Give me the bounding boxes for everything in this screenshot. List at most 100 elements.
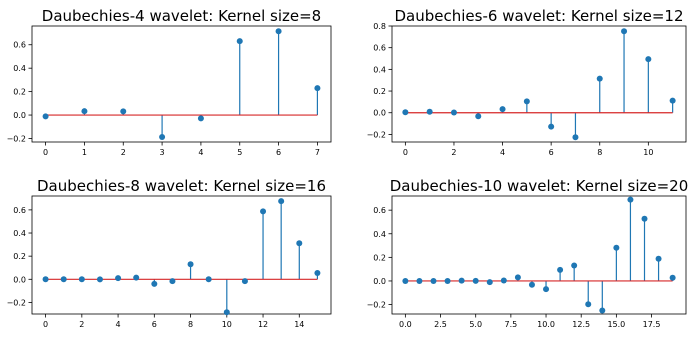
stem-marker	[585, 301, 592, 308]
x-tick-label: 17.5	[643, 320, 661, 329]
stem-marker	[500, 277, 507, 284]
chart-title: Daubechies-8 wavelet: Kernel size=16	[37, 177, 326, 195]
plot-frame	[31, 195, 332, 315]
x-tick-label: 7	[315, 148, 320, 157]
x-tick-label: 2	[79, 320, 84, 329]
y-tick-label: 0.4	[373, 230, 386, 239]
x-tick-label: 10	[222, 320, 232, 329]
x-tick-label: 6	[549, 148, 554, 157]
stem-marker	[543, 286, 550, 293]
stem-marker	[120, 108, 127, 115]
stem-marker	[260, 208, 267, 215]
stem-marker	[81, 108, 88, 115]
stem-marker	[486, 279, 493, 286]
y-tick-label: 0.0	[13, 275, 26, 284]
stem-marker	[278, 198, 285, 205]
stem-marker	[523, 98, 530, 105]
stem-marker	[314, 85, 321, 92]
x-tick-label: 5	[237, 148, 242, 157]
y-tick-label: 0.6	[13, 41, 26, 50]
y-tick-label: 0.2	[373, 87, 386, 96]
y-tick-label: 0.4	[13, 229, 26, 238]
stem-marker	[96, 276, 103, 283]
stem-marker	[450, 109, 457, 116]
subplot-4: Daubechies-10 wavelet: Kernel size=20 −0.…	[367, 177, 688, 329]
stem-marker	[115, 275, 122, 282]
x-tick-label: 8	[597, 148, 602, 157]
x-tick-label: 3	[160, 148, 165, 157]
chart-title: Daubechies-10 wavelet: Kernel size=20	[390, 177, 688, 195]
y-tick-label: 0.6	[13, 206, 26, 215]
stem-marker	[197, 115, 204, 122]
x-tick-label: 12.5	[572, 320, 590, 329]
stem-marker	[645, 56, 652, 63]
stem-marker	[275, 28, 282, 35]
y-tick-label: 0.8	[373, 22, 386, 31]
stem-marker	[426, 108, 433, 115]
stem-marker	[528, 281, 535, 288]
stem-marker	[416, 277, 423, 284]
stem-marker	[499, 106, 506, 113]
y-tick-label: 0.6	[373, 206, 386, 215]
y-tick-label: 0.2	[13, 252, 26, 261]
y-tick-label: 0.2	[13, 88, 26, 97]
x-tick-label: 6	[276, 148, 281, 157]
x-tick-label: 6	[152, 320, 157, 329]
plot-frame	[391, 25, 687, 143]
stem-marker	[621, 28, 628, 35]
stem-marker	[241, 278, 248, 285]
stem-marker	[571, 262, 578, 269]
y-tick-label: 0.2	[373, 253, 386, 262]
chart-title: Daubechies-4 wavelet: Kernel size=8	[42, 7, 321, 25]
x-tick-label: 4	[198, 148, 203, 157]
stem-marker	[572, 134, 579, 141]
x-tick-label: 10.0	[537, 320, 555, 329]
stem-marker	[514, 274, 521, 281]
subplot-1: Daubechies-4 wavelet: Kernel size=8 −0.2 0…	[7, 7, 332, 157]
stem-marker	[655, 255, 662, 262]
y-tick-label: −0.2	[367, 301, 386, 310]
stem-marker	[187, 261, 194, 268]
y-tick-label: −0.2	[7, 134, 26, 143]
stem-marker	[159, 133, 166, 140]
x-tick-label: 2.5	[434, 320, 447, 329]
stem-marker	[613, 244, 620, 251]
stem-marker	[557, 266, 564, 273]
stem-marker	[151, 280, 158, 287]
stem-marker	[548, 123, 555, 130]
stem-marker	[599, 307, 606, 314]
x-tick-label: 4	[500, 148, 505, 157]
stem-marker	[402, 277, 409, 284]
stem-marker	[133, 274, 140, 281]
x-tick-label: 0.0	[399, 320, 412, 329]
stem-marker	[42, 113, 49, 120]
stem-marker	[472, 277, 479, 284]
x-tick-label: 2	[121, 148, 126, 157]
plot-frame	[31, 25, 332, 143]
stem-marker	[223, 309, 230, 316]
stem-marker	[596, 75, 603, 82]
stem-marker	[458, 277, 465, 284]
stem-marker	[60, 276, 67, 283]
subplot-2: Daubechies-6 wavelet: Kernel size=12 −0.2…	[367, 7, 687, 157]
x-tick-label: 14	[294, 320, 304, 329]
subplot-3: Daubechies-8 wavelet: Kernel size=16 −0.2…	[7, 177, 332, 329]
x-tick-label: 0	[43, 320, 48, 329]
x-tick-label: 10	[643, 148, 653, 157]
stem-marker	[402, 109, 409, 116]
x-tick-label: 0	[43, 148, 48, 157]
plot-frame	[391, 195, 687, 315]
stem-marker	[669, 97, 676, 104]
stem-marker	[205, 276, 212, 283]
stem-marker	[444, 277, 451, 284]
x-tick-label: 12	[258, 320, 268, 329]
stem-marker	[641, 215, 648, 222]
y-tick-label: 0.0	[373, 277, 386, 286]
y-tick-label: 0.0	[13, 111, 26, 120]
x-tick-label: 5.0	[469, 320, 482, 329]
y-tick-label: −0.2	[367, 130, 386, 139]
x-tick-label: 2	[451, 148, 456, 157]
x-tick-label: 1	[82, 148, 87, 157]
stem-marker	[430, 277, 437, 284]
